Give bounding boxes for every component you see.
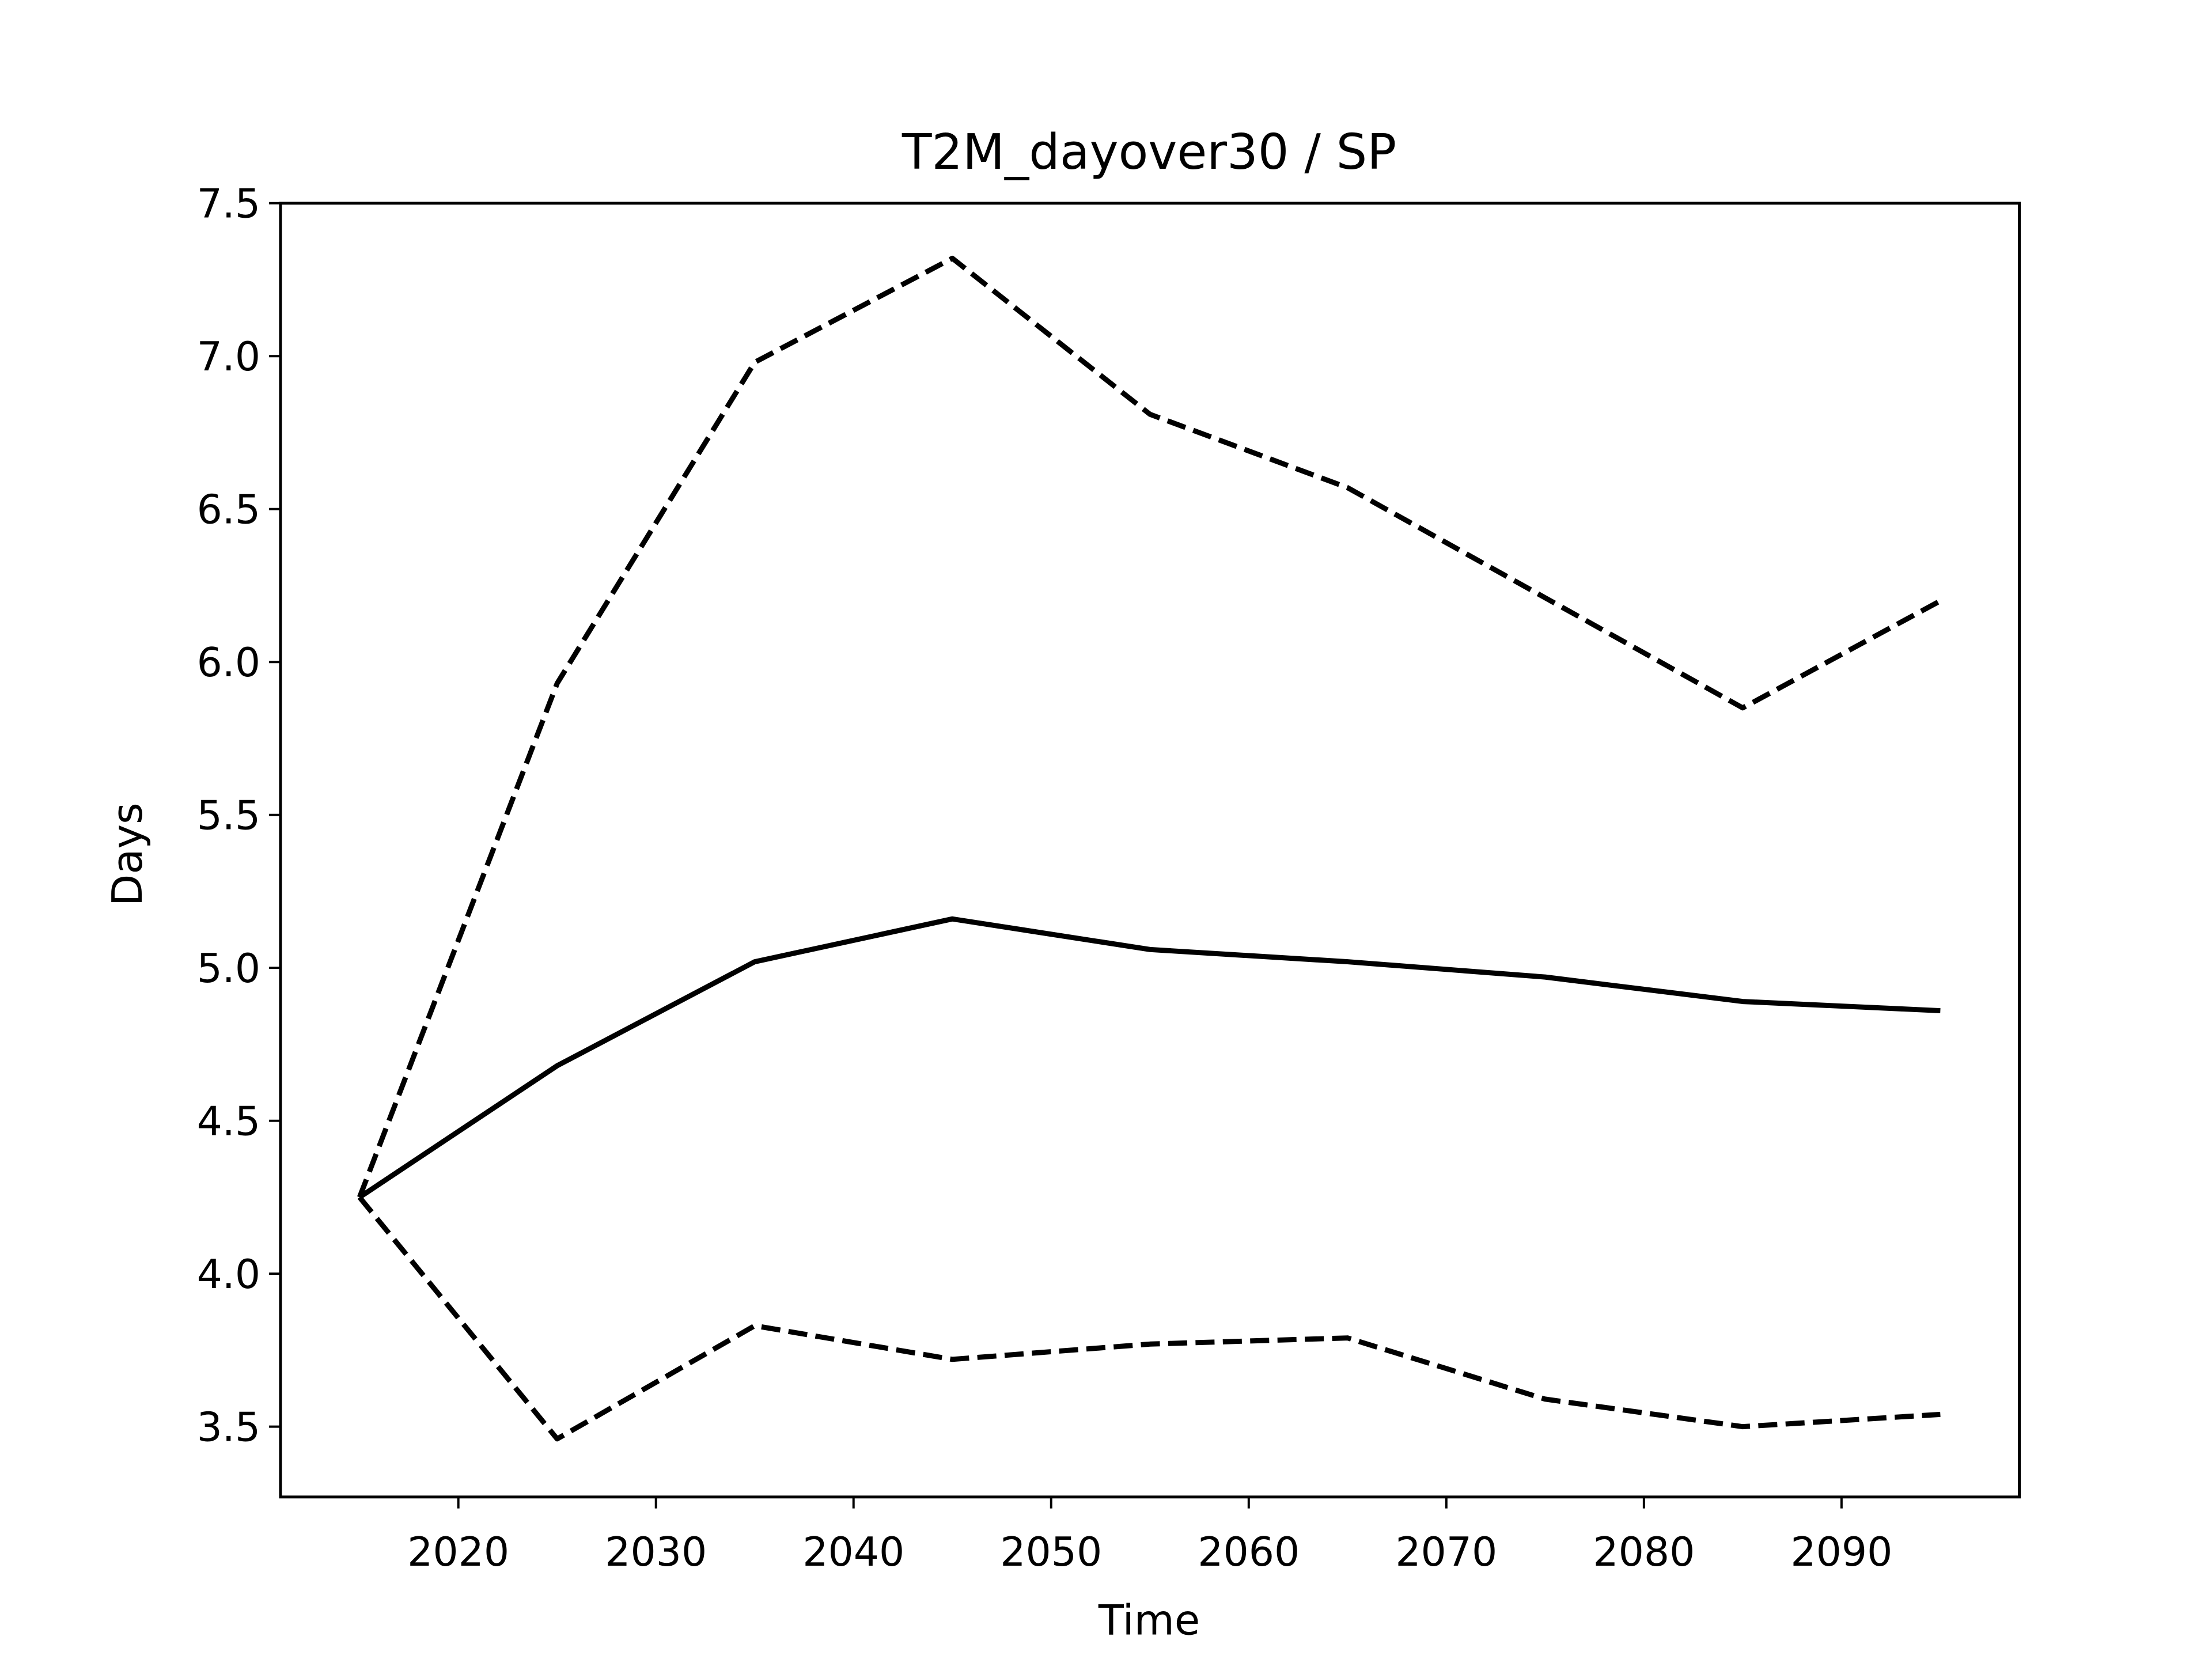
y-tick-label: 6.0 xyxy=(197,639,261,686)
data-line xyxy=(357,255,1942,1199)
x-tick-label: 2080 xyxy=(1593,1529,1695,1575)
y-tick-label: 4.5 xyxy=(197,1099,261,1145)
x-tick-label: 2090 xyxy=(1790,1529,1892,1575)
x-tick-label: 2060 xyxy=(1198,1529,1300,1575)
y-tick-label: 4.0 xyxy=(197,1251,261,1298)
y-tick-label: 7.0 xyxy=(197,334,261,380)
x-tick-label: 2020 xyxy=(407,1529,509,1575)
y-tick-label: 5.5 xyxy=(197,793,261,839)
y-tick-label: 7.5 xyxy=(197,181,261,228)
x-tick-label: 2050 xyxy=(1000,1529,1102,1575)
x-axis-label: Time xyxy=(1098,1596,1200,1644)
plot-frame xyxy=(279,202,2021,1499)
data-line xyxy=(358,916,1941,1200)
y-tick-label: 3.5 xyxy=(197,1404,261,1450)
data-line xyxy=(357,1195,1941,1442)
y-tick-label: 5.0 xyxy=(197,945,261,992)
y-tick-label: 6.5 xyxy=(197,487,261,533)
x-tick-label: 2070 xyxy=(1395,1529,1497,1575)
x-tick-label: 2040 xyxy=(802,1529,904,1575)
chart-title: T2M_dayover30 / SP xyxy=(902,124,1396,180)
x-tick-label: 2030 xyxy=(605,1529,707,1575)
y-axis-label: Days xyxy=(103,802,151,906)
